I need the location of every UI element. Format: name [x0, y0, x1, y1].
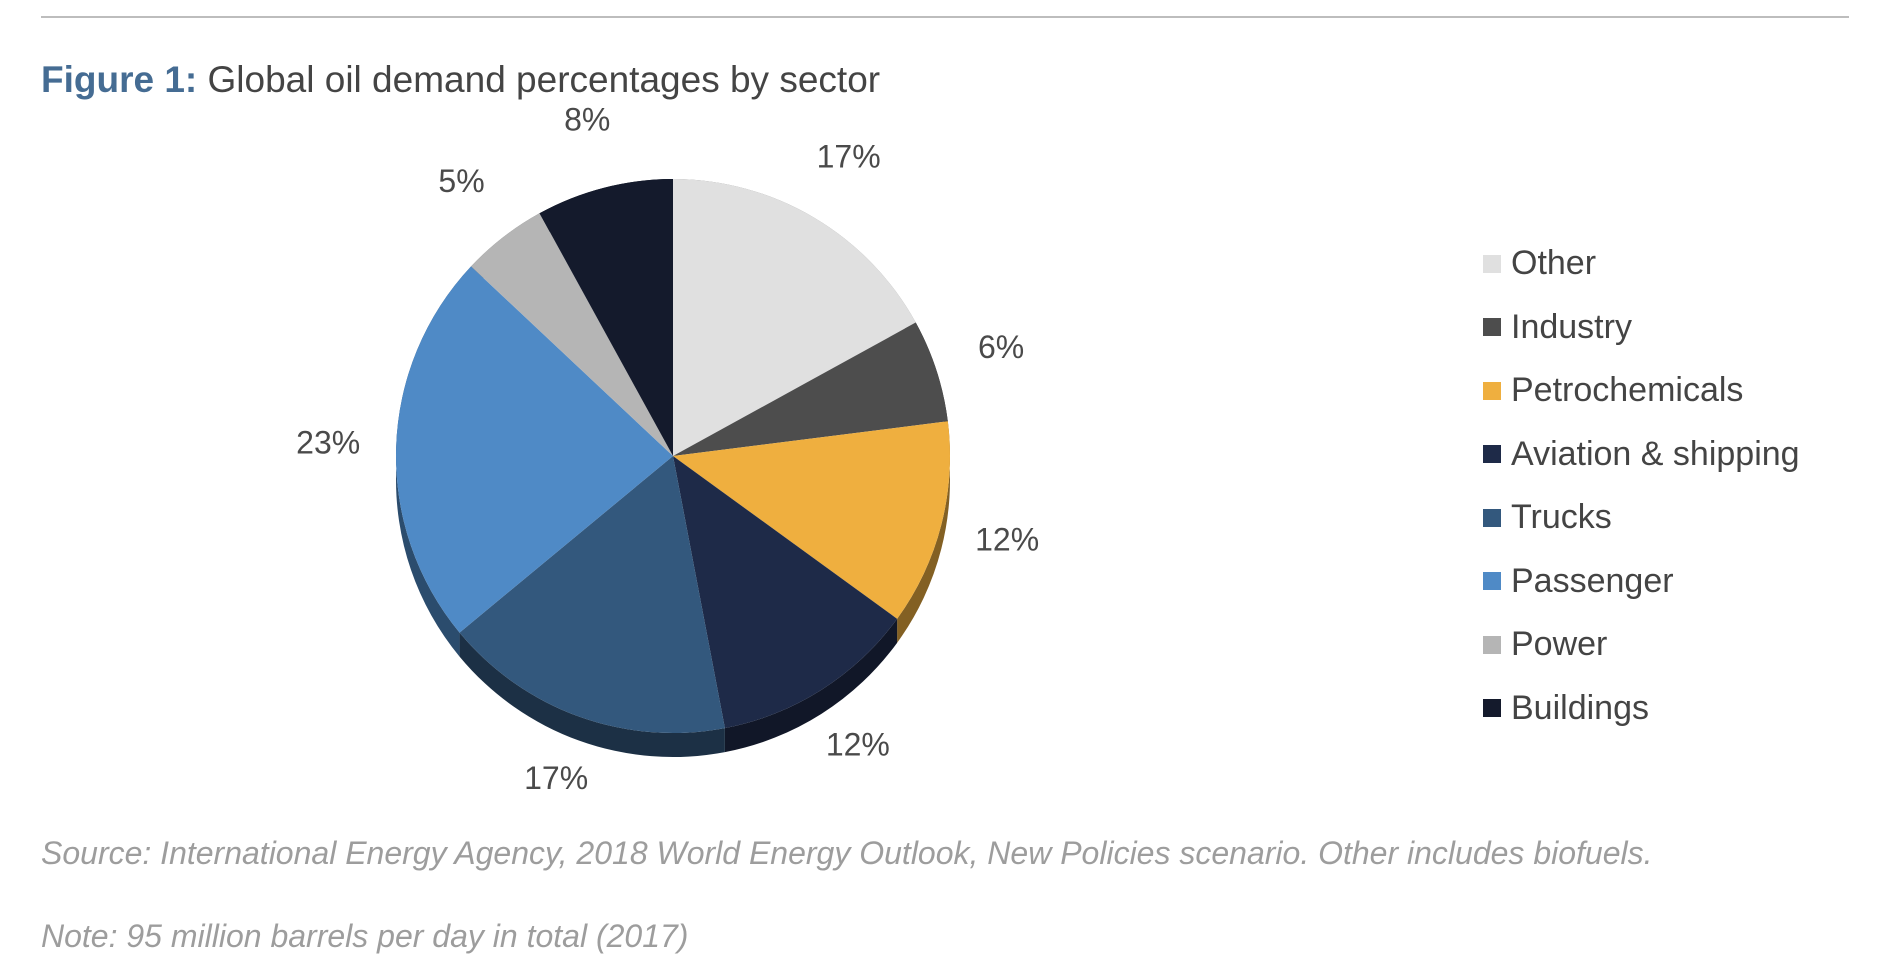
legend-label: Petrochemicals [1511, 371, 1744, 410]
legend-label: Industry [1511, 307, 1632, 346]
legend-swatch [1483, 508, 1501, 527]
pie-labels-layer: 17% 6% 12% 12% 17% 23% 5% 8% [296, 101, 1039, 796]
legend-swatch [1483, 572, 1501, 591]
chart-legend: Other Industry Petrochemicals Aviation & sh… [1483, 232, 1800, 740]
legend-label: Other [1511, 244, 1597, 283]
pie-slice-passenger [396, 266, 673, 633]
legend-swatch [1483, 318, 1501, 337]
legend-item-power: Power [1483, 613, 1800, 677]
legend-label: Buildings [1511, 688, 1649, 727]
legend-swatch [1483, 635, 1501, 654]
pie-slice-buildings [539, 179, 673, 456]
legend-swatch [1483, 381, 1501, 400]
data-label-petrochemicals: 12% [975, 521, 1039, 557]
legend-item-passenger: Passenger [1483, 550, 1800, 614]
source-note: Source: International Energy Agency, 201… [41, 835, 1653, 871]
note-line: Note: 95 million barrels per day in tota… [41, 918, 689, 954]
figure-title: Figure 1: Global oil demand percentages … [41, 58, 880, 102]
data-label-industry: 6% [978, 329, 1024, 365]
legend-item-aviation-and-shipping: Aviation & shipping [1483, 423, 1800, 487]
legend-label: Power [1511, 625, 1608, 664]
figure-label: Figure 1: [41, 59, 198, 100]
data-label-aviation-and-shipping: 12% [826, 727, 890, 763]
pie-slice-aviation-and-shipping [673, 456, 898, 729]
pie-slice-other [673, 179, 916, 456]
legend-item-petrochemicals: Petrochemicals [1483, 359, 1800, 423]
pie-top-layer [396, 179, 950, 733]
legend-label: Trucks [1511, 498, 1612, 537]
pie-slice-petrochemicals [673, 421, 950, 619]
data-label-passenger: 23% [296, 425, 360, 461]
legend-item-buildings: Buildings [1483, 677, 1800, 741]
pie-slice-power [471, 213, 673, 456]
data-label-power: 5% [438, 163, 484, 199]
top-rule [41, 16, 1849, 18]
data-label-trucks: 17% [524, 760, 588, 796]
pie-side-aviation-and-shipping [724, 618, 898, 753]
legend-label: Passenger [1511, 561, 1674, 600]
pie-slice-industry [673, 322, 948, 456]
legend-item-trucks: Trucks [1483, 486, 1800, 550]
pie-slice-trucks [459, 456, 725, 733]
legend-swatch [1483, 445, 1501, 464]
data-label-other: 17% [817, 138, 881, 174]
pie-side-trucks [459, 632, 725, 757]
data-label-buildings: 8% [564, 101, 610, 137]
legend-item-other: Other [1483, 232, 1800, 296]
legend-swatch [1483, 699, 1501, 718]
figure-title-text: Global oil demand percentages by sector [207, 59, 881, 100]
legend-item-industry: Industry [1483, 296, 1800, 360]
legend-label: Aviation & shipping [1511, 434, 1800, 473]
legend-swatch [1483, 254, 1501, 273]
pie-side-petrochemicals [897, 421, 950, 643]
